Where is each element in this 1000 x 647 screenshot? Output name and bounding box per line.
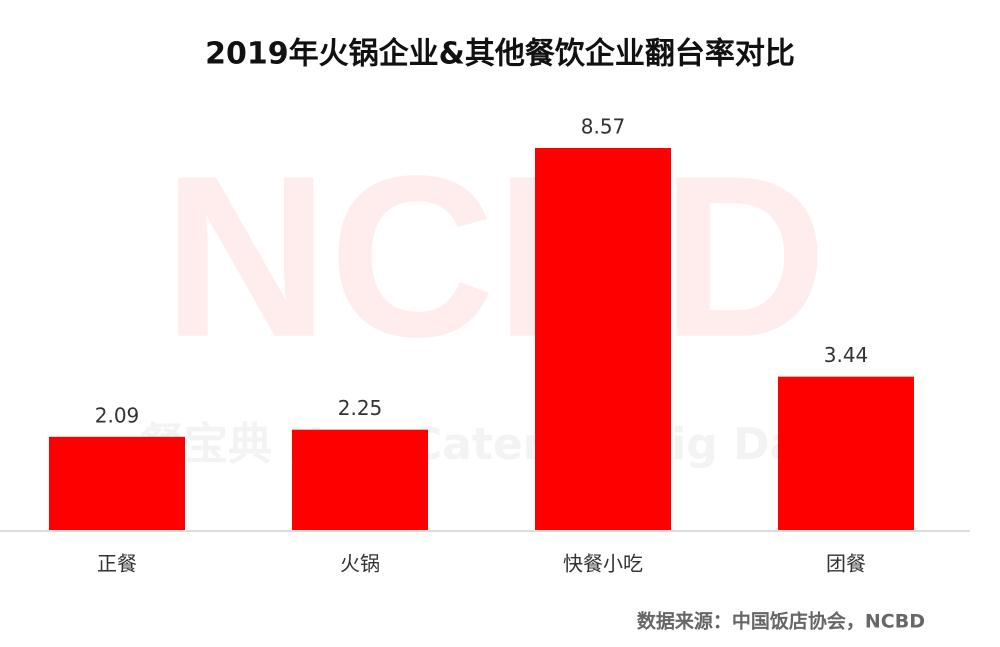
x-tick-label: 团餐 bbox=[826, 552, 866, 576]
x-tick-label: 正餐 bbox=[97, 552, 137, 576]
bar bbox=[778, 376, 914, 530]
x-tick-label: 火锅 bbox=[340, 552, 380, 576]
bar bbox=[535, 148, 671, 530]
value-label: 3.44 bbox=[824, 343, 869, 367]
watermark: NCBD bbox=[163, 128, 827, 385]
value-label: 8.57 bbox=[581, 115, 626, 139]
bar bbox=[292, 429, 428, 530]
x-tick-label: 快餐小吃 bbox=[563, 552, 643, 576]
bar bbox=[49, 436, 185, 530]
value-label: 2.09 bbox=[95, 403, 140, 427]
watermark-sub: 餐宝典 New Catering Big Data bbox=[140, 419, 850, 470]
chart-title: 2019年火锅企业&其他餐饮企业翻台率对比 bbox=[205, 37, 795, 72]
value-label: 2.25 bbox=[338, 396, 383, 420]
source-note: 数据来源：中国饭店协会，NCBD bbox=[637, 610, 925, 633]
